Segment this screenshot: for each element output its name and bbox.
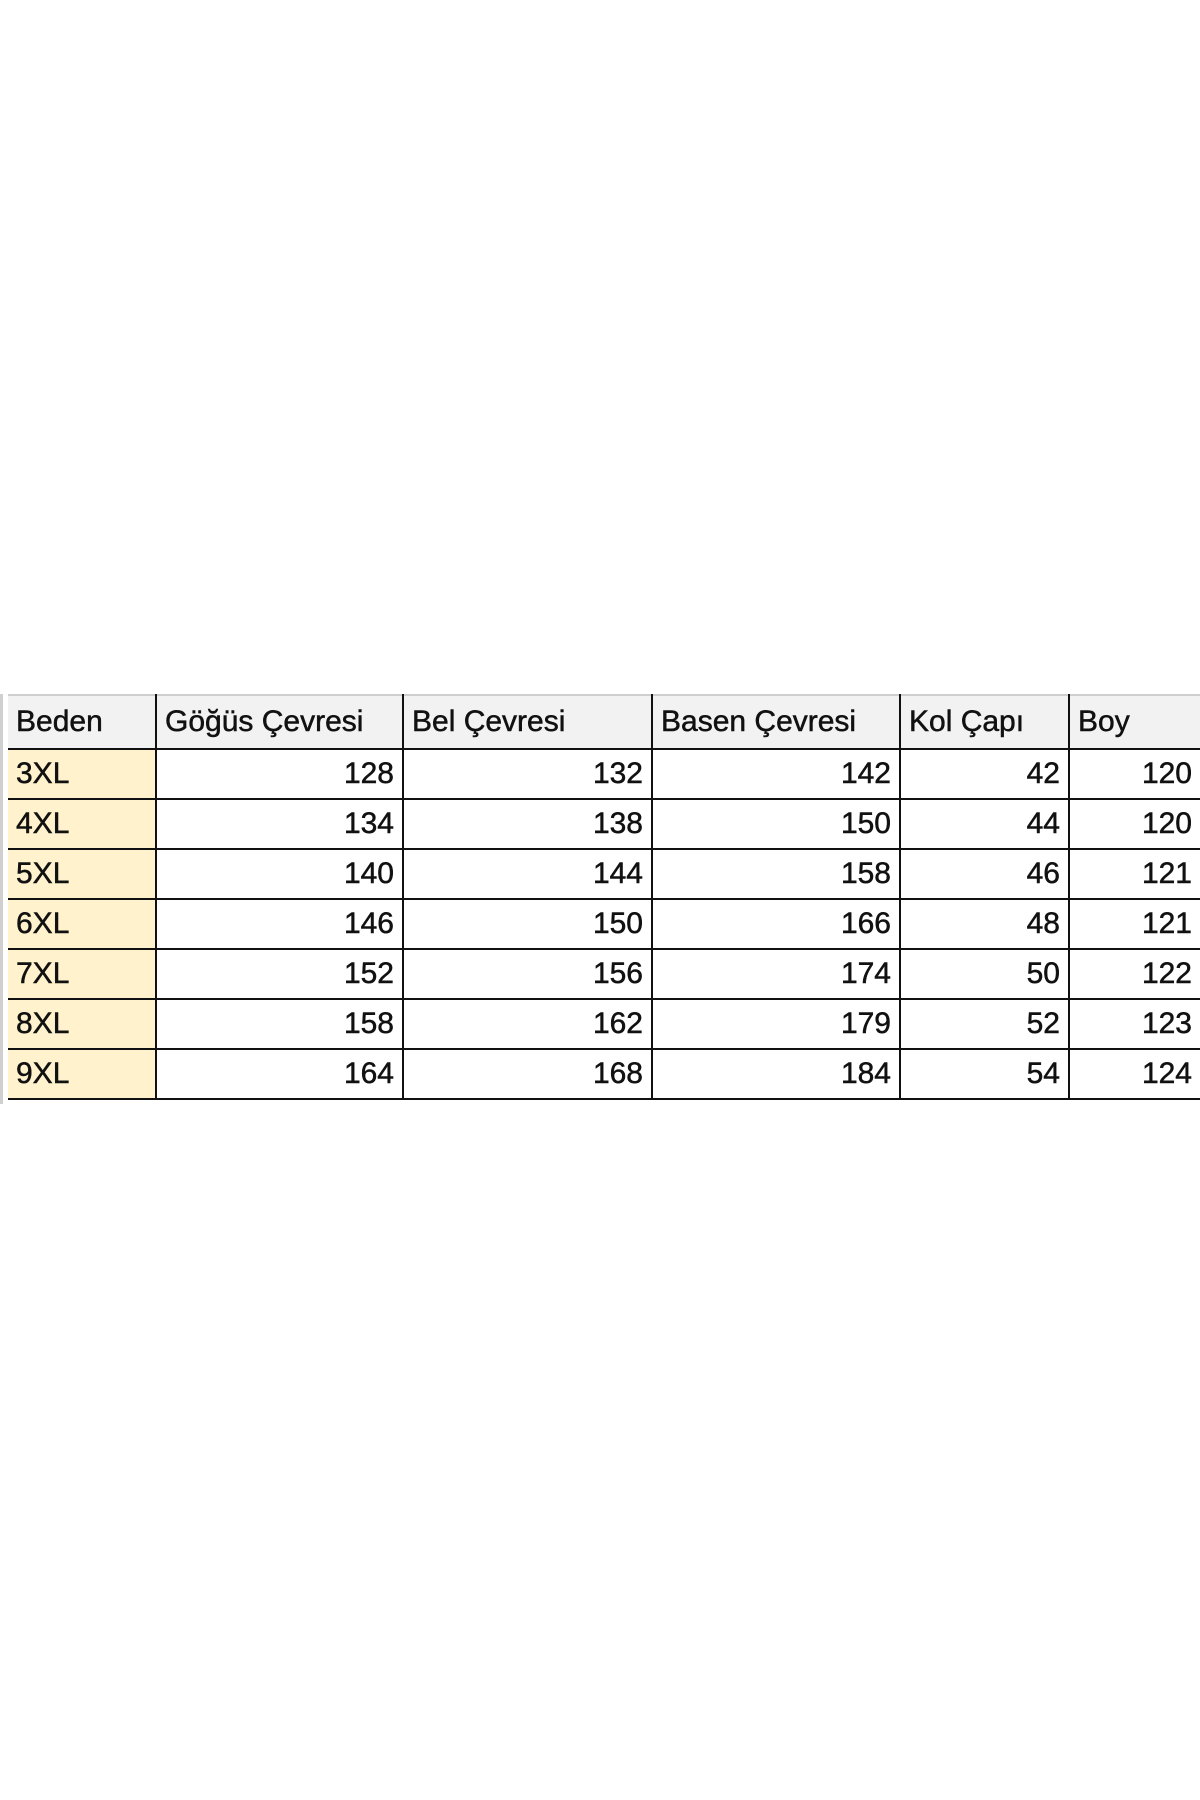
measurement-cell[interactable]: 174 — [651, 948, 901, 1000]
column-header[interactable]: Boy — [1068, 694, 1200, 750]
table-row: 3XL 128 132 142 42 120 — [8, 748, 1200, 800]
size-cell[interactable]: 7XL — [8, 948, 157, 1000]
measurement-cell[interactable]: 54 — [899, 1048, 1070, 1100]
measurement-cell[interactable]: 48 — [899, 898, 1070, 950]
row-header-edge — [0, 694, 3, 1104]
size-cell[interactable]: 8XL — [8, 998, 157, 1050]
measurement-cell[interactable]: 120 — [1068, 798, 1200, 850]
measurement-cell[interactable]: 121 — [1068, 848, 1200, 900]
measurement-cell[interactable]: 134 — [155, 798, 404, 850]
size-cell[interactable]: 3XL — [8, 748, 157, 800]
measurement-cell[interactable]: 44 — [899, 798, 1070, 850]
measurement-cell[interactable]: 50 — [899, 948, 1070, 1000]
column-header[interactable]: Beden — [8, 694, 157, 750]
measurement-cell[interactable]: 146 — [155, 898, 404, 950]
measurement-cell[interactable]: 128 — [155, 748, 404, 800]
table-row: 9XL 164 168 184 54 124 — [8, 1048, 1200, 1100]
measurement-cell[interactable]: 123 — [1068, 998, 1200, 1050]
measurement-cell[interactable]: 140 — [155, 848, 404, 900]
size-cell[interactable]: 4XL — [8, 798, 157, 850]
measurement-cell[interactable]: 138 — [402, 798, 653, 850]
measurement-cell[interactable]: 164 — [155, 1048, 404, 1100]
measurement-cell[interactable]: 142 — [651, 748, 901, 800]
size-cell[interactable]: 9XL — [8, 1048, 157, 1100]
measurement-cell[interactable]: 122 — [1068, 948, 1200, 1000]
measurement-cell[interactable]: 168 — [402, 1048, 653, 1100]
measurement-cell[interactable]: 152 — [155, 948, 404, 1000]
measurement-cell[interactable]: 158 — [155, 998, 404, 1050]
measurement-cell[interactable]: 52 — [899, 998, 1070, 1050]
measurement-cell[interactable]: 132 — [402, 748, 653, 800]
measurement-cell[interactable]: 150 — [402, 898, 653, 950]
measurement-cell[interactable]: 156 — [402, 948, 653, 1000]
measurement-cell[interactable]: 158 — [651, 848, 901, 900]
column-header[interactable]: Kol Çapı — [899, 694, 1070, 750]
measurement-cell[interactable]: 162 — [402, 998, 653, 1050]
table-row: 7XL 152 156 174 50 122 — [8, 948, 1200, 1000]
table-row: 5XL 140 144 158 46 121 — [8, 848, 1200, 900]
measurement-cell[interactable]: 42 — [899, 748, 1070, 800]
column-header[interactable]: Basen Çevresi — [651, 694, 901, 750]
size-cell[interactable]: 6XL — [8, 898, 157, 950]
table-row: 8XL 158 162 179 52 123 — [8, 998, 1200, 1050]
measurement-cell[interactable]: 121 — [1068, 898, 1200, 950]
measurement-cell[interactable]: 144 — [402, 848, 653, 900]
measurement-cell[interactable]: 46 — [899, 848, 1070, 900]
table-row: 6XL 146 150 166 48 121 — [8, 898, 1200, 950]
measurement-cell[interactable]: 150 — [651, 798, 901, 850]
size-cell[interactable]: 5XL — [8, 848, 157, 900]
measurement-cell[interactable]: 166 — [651, 898, 901, 950]
measurement-cell[interactable]: 124 — [1068, 1048, 1200, 1100]
header-row: Beden Göğüs Çevresi Bel Çevresi Basen Çevre… — [8, 694, 1200, 750]
size-chart-table: Beden Göğüs Çevresi Bel Çevresi Basen Çevre… — [8, 694, 1200, 1100]
table-row: 4XL 134 138 150 44 120 — [8, 798, 1200, 850]
measurement-cell[interactable]: 184 — [651, 1048, 901, 1100]
measurement-cell[interactable]: 120 — [1068, 748, 1200, 800]
column-header[interactable]: Bel Çevresi — [402, 694, 653, 750]
column-header[interactable]: Göğüs Çevresi — [155, 694, 404, 750]
measurement-cell[interactable]: 179 — [651, 998, 901, 1050]
